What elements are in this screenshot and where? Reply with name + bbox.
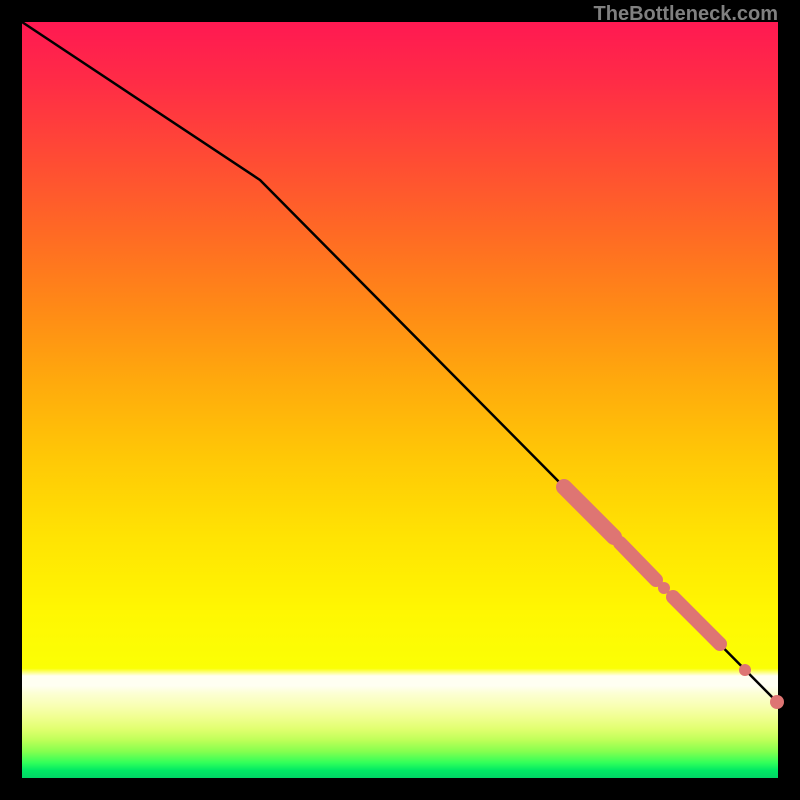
chart-container: TheBottleneck.com (0, 0, 800, 800)
attribution-label: TheBottleneck.com (594, 3, 778, 26)
chart-svg (0, 0, 800, 800)
